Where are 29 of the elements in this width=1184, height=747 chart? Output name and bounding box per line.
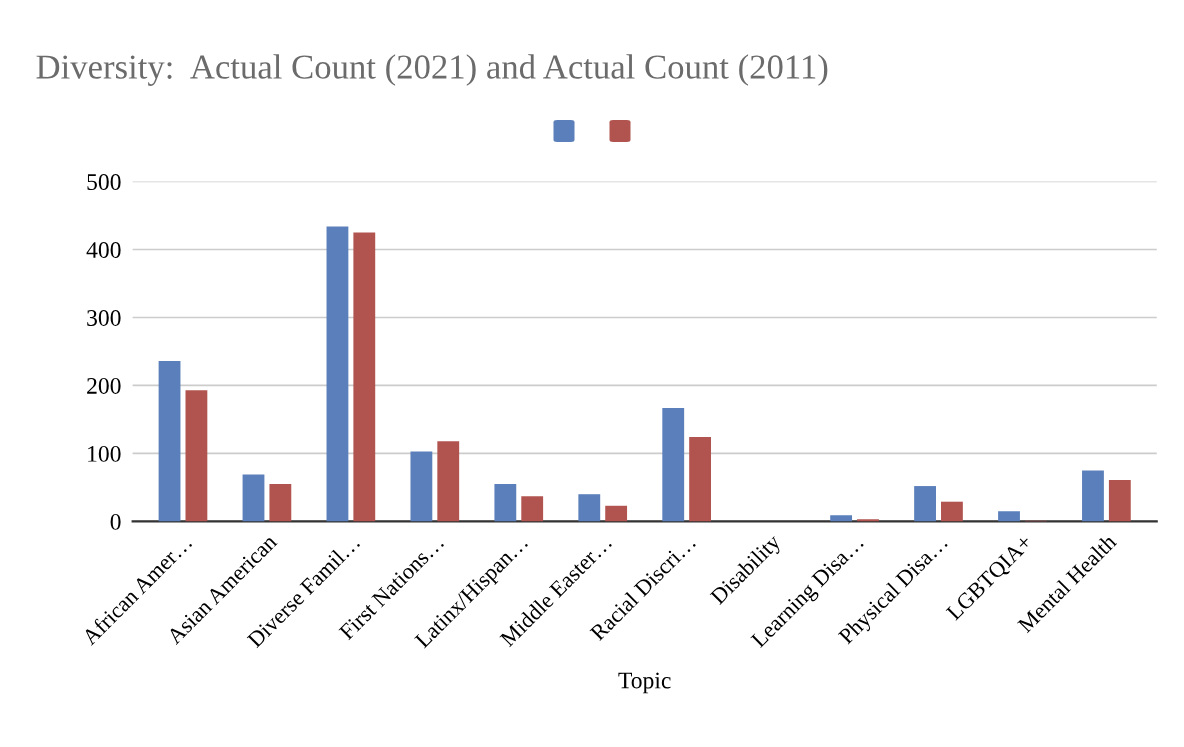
y-tick-label: 100 [88,445,121,462]
bar [242,474,265,522]
chart-title: Diversity: Actual Count (2021) and Actual Count (2011) [36,54,828,86]
bar [857,519,879,522]
bar [1082,470,1104,522]
bar [269,484,292,522]
bar [662,407,685,522]
bar [185,390,208,522]
bar [998,511,1020,522]
y-tick-label: 0 [110,513,121,530]
bar [353,232,376,522]
bar [410,451,433,522]
bar [914,486,936,522]
bar [830,515,853,522]
y-tick-label: 400 [86,241,121,258]
bar [158,360,181,522]
bar [578,494,601,522]
bar [689,437,712,522]
bar [326,226,349,522]
y-tick-label: 500 [87,174,121,190]
bar [941,501,963,522]
bar [437,441,460,522]
x-axis-title: Topic [618,672,671,694]
y-tick-label: 300 [87,309,121,326]
bar [494,484,517,522]
bar [605,505,628,522]
y-tick-label: 200 [87,377,121,394]
bar [1108,479,1131,522]
bar [521,496,544,522]
